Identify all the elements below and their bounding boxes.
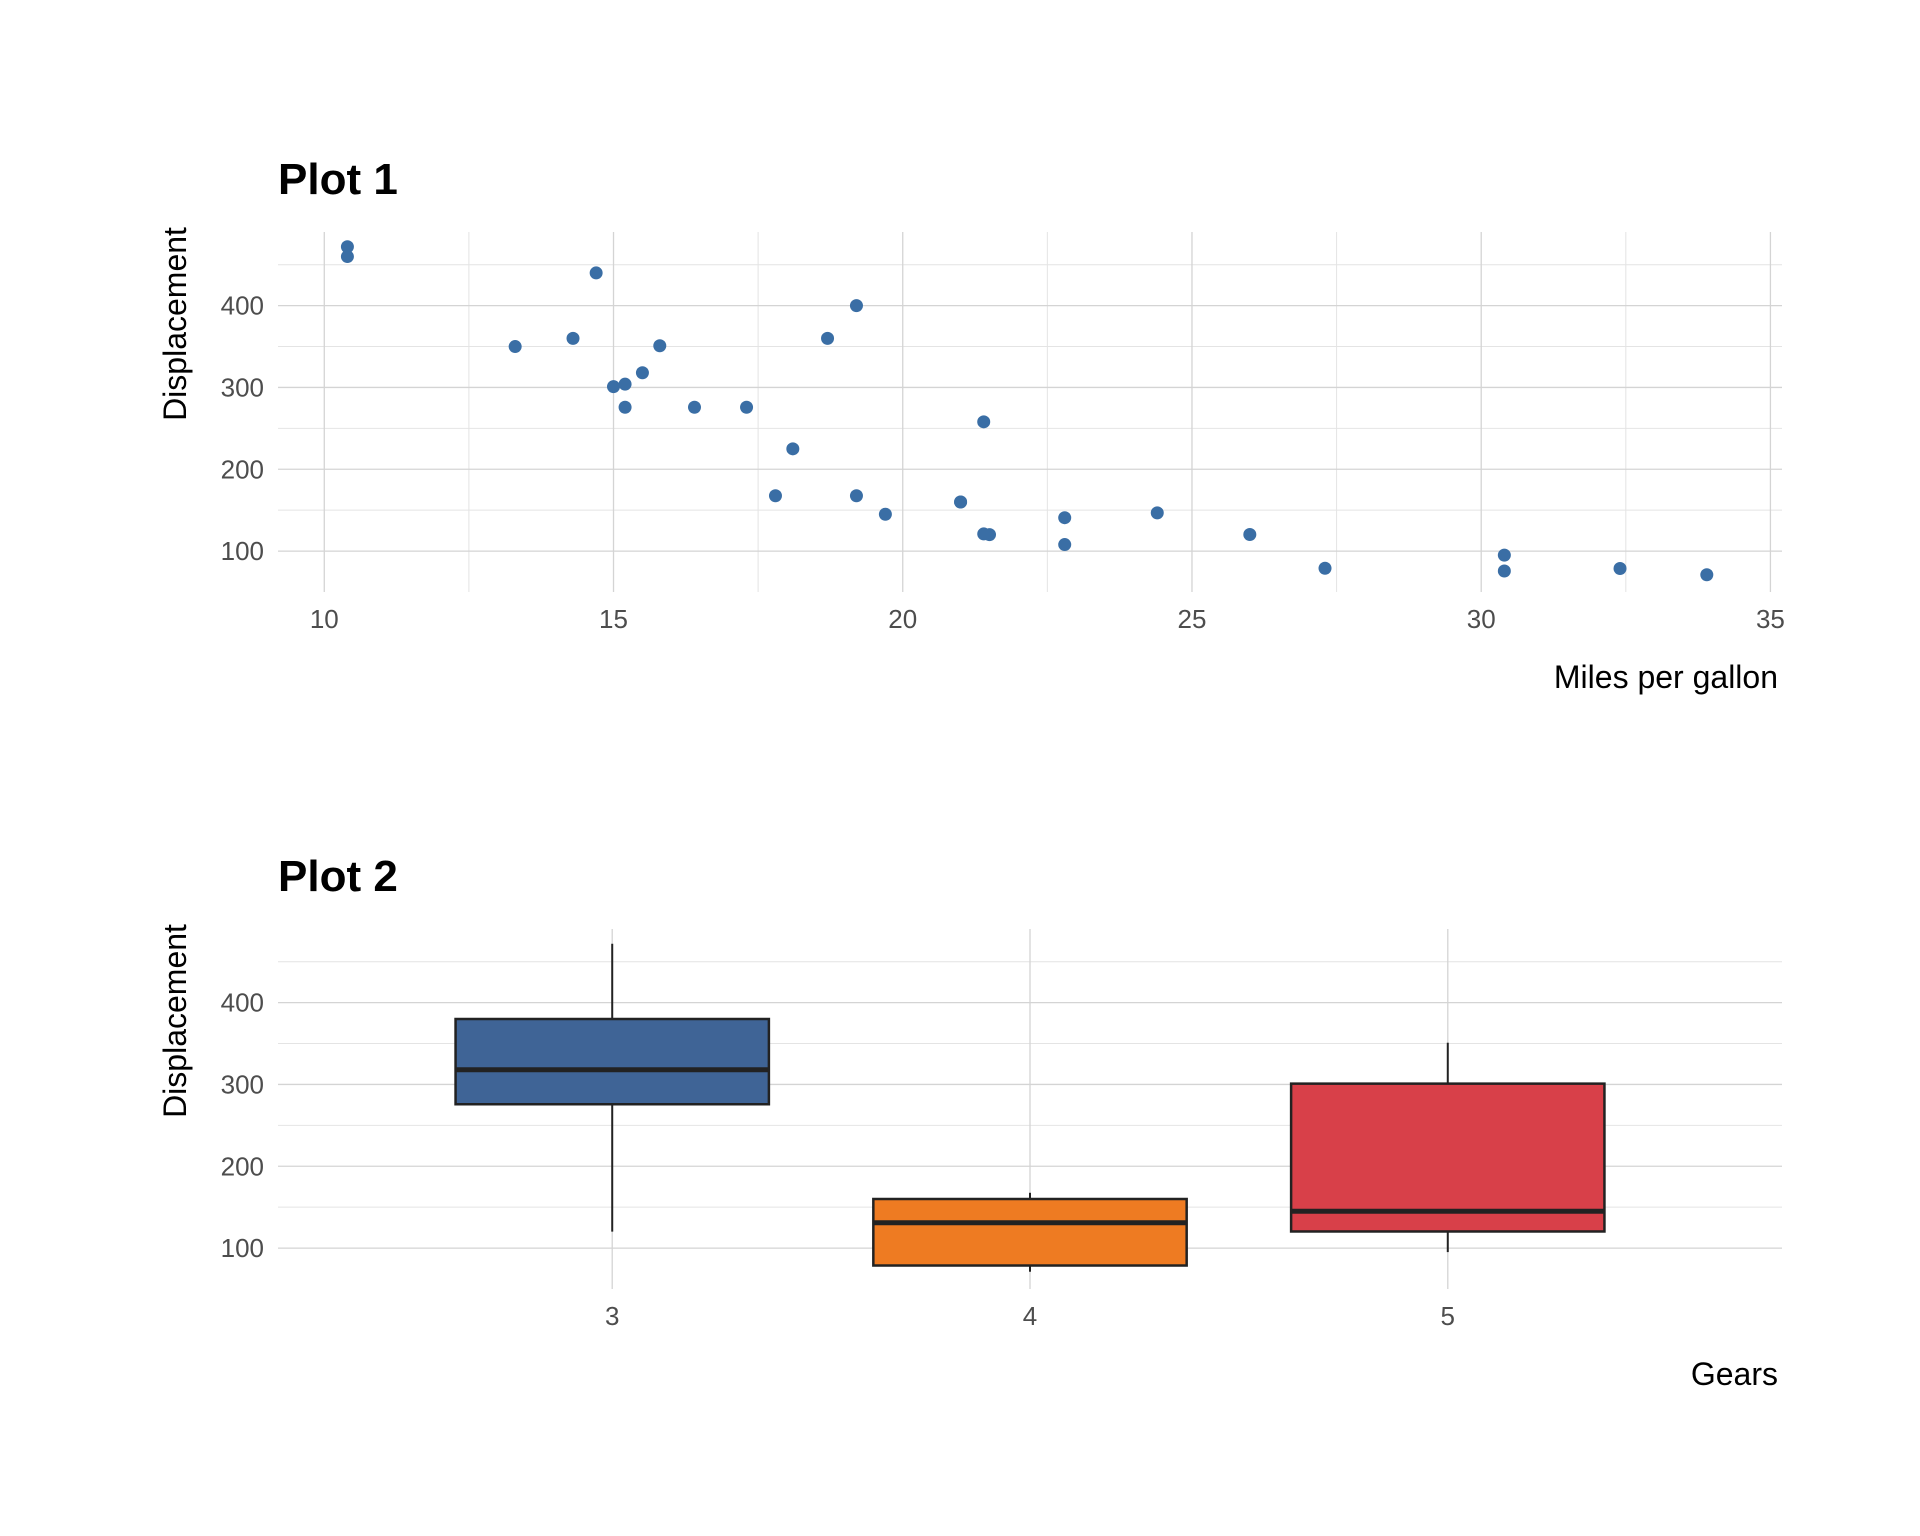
box-iqr — [872, 1197, 1188, 1267]
scatter-point — [1613, 562, 1627, 576]
scatter-point — [1243, 527, 1257, 541]
x-tick-label: 20 — [888, 604, 917, 634]
plot-2-x-axis-title: Gears — [1691, 1356, 1778, 1392]
scatter-point — [768, 489, 782, 503]
plot-2-boxplot: Plot 2 100 200 300 400 3 4 5 Gears Displaceme… — [157, 852, 1782, 1392]
plot-1-y-tick-labels: 100 200 300 400 — [221, 291, 264, 566]
plot-1-y-axis-title: Displacement — [157, 227, 193, 421]
scatter-point — [635, 366, 649, 380]
y-tick-label: 100 — [221, 1233, 264, 1263]
scatter-point — [566, 331, 580, 345]
y-tick-label: 400 — [221, 291, 264, 321]
scatter-point — [618, 400, 632, 414]
scatter-point — [740, 400, 754, 414]
box-gear-4 — [872, 1192, 1188, 1272]
scatter-point — [340, 250, 354, 264]
plot-2-x-tick-labels: 3 4 5 — [605, 1301, 1455, 1331]
y-tick-label: 300 — [221, 1069, 264, 1099]
plot-2-boxes — [454, 943, 1606, 1272]
plot-1-scatter: Plot 1 100 200 300 400 10 15 20 25 30 35 Miles p… — [157, 155, 1785, 695]
box-iqr — [454, 1017, 771, 1106]
plot-1-gridlines — [278, 232, 1782, 592]
plot-2-y-tick-labels: 100 200 300 400 — [221, 988, 264, 1263]
box-gear-5 — [1289, 1042, 1606, 1253]
scatter-point — [821, 331, 835, 345]
scatter-point — [849, 299, 863, 313]
scatter-point — [508, 340, 522, 354]
plot-1-x-tick-labels: 10 15 20 25 30 35 — [310, 604, 1785, 634]
x-tick-label: 3 — [605, 1301, 619, 1331]
scatter-point — [1497, 548, 1511, 562]
scatter-point — [977, 527, 991, 541]
x-tick-label: 35 — [1756, 604, 1785, 634]
scatter-point — [954, 495, 968, 509]
y-tick-label: 300 — [221, 372, 264, 402]
scatter-point — [1497, 564, 1511, 578]
scatter-point — [1058, 511, 1072, 525]
box-gear-3 — [454, 943, 771, 1232]
box-iqr — [1289, 1082, 1606, 1233]
x-tick-label: 10 — [310, 604, 339, 634]
x-tick-label: 4 — [1023, 1301, 1037, 1331]
scatter-point — [607, 380, 621, 394]
y-tick-label: 200 — [221, 1151, 264, 1181]
x-tick-label: 15 — [599, 604, 628, 634]
scatter-point — [849, 489, 863, 503]
y-tick-label: 100 — [221, 536, 264, 566]
scatter-point — [1318, 561, 1332, 575]
scatter-point — [786, 442, 800, 456]
plot-1-x-axis-title: Miles per gallon — [1554, 659, 1778, 695]
plot-1-title: Plot 1 — [278, 155, 398, 204]
x-tick-label: 5 — [1441, 1301, 1455, 1331]
scatter-point — [878, 507, 892, 521]
y-tick-label: 400 — [221, 988, 264, 1018]
scatter-point — [340, 240, 354, 254]
scatter-point — [653, 339, 667, 353]
scatter-point — [977, 415, 991, 429]
scatter-point — [1058, 538, 1072, 552]
scatter-point — [687, 400, 701, 414]
scatter-point — [1150, 506, 1164, 520]
plot-1-points — [340, 240, 1714, 582]
plot-2-y-axis-title: Displacement — [157, 924, 193, 1118]
scatter-point — [618, 377, 632, 391]
scatter-point — [589, 266, 603, 280]
x-tick-label: 30 — [1467, 604, 1496, 634]
scatter-point — [1700, 568, 1714, 582]
y-tick-label: 200 — [221, 454, 264, 484]
plot-2-title: Plot 2 — [278, 852, 398, 901]
x-tick-label: 25 — [1178, 604, 1207, 634]
